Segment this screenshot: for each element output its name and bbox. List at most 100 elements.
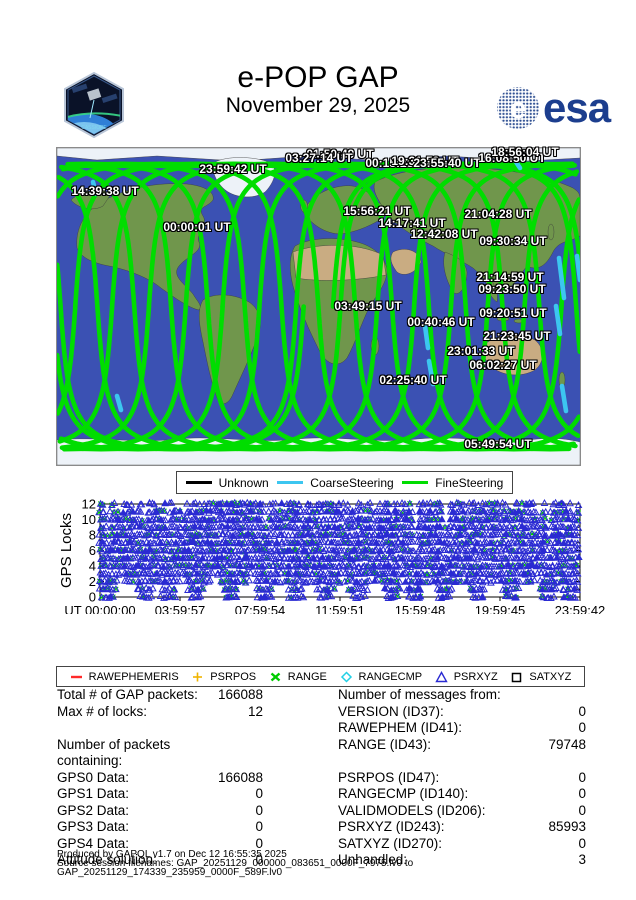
steering-legend-item: Unknown (185, 475, 269, 490)
legend-label: RAWEPHEMERIS (88, 670, 179, 683)
stat-value: Number of messages from: (338, 687, 501, 702)
pass-time-label: 00:00:01 UT (163, 220, 231, 234)
footer-source-line2: GAP_20251129_174339_235959_0000F_589F.lv… (57, 866, 283, 878)
stat-label: 3 (578, 852, 586, 867)
pass-time-label: 06:02:27 UT (469, 358, 537, 372)
plus-marker-icon (193, 672, 203, 681)
svg-text:10: 10 (82, 512, 96, 527)
stat-label: GPS4 Data: (57, 835, 130, 851)
pass-time-label: 21:14:59 UT (476, 270, 544, 284)
pass-time-label: 16:08:50 UT (478, 151, 546, 165)
steering-legend-item: FineSteering (402, 476, 503, 490)
stat-value: PSRXYZ (ID243): (338, 819, 445, 834)
packet-legend-item: SATXYZ (510, 671, 571, 683)
stat-value: Unhandled: (338, 852, 408, 867)
pass-time-label: 00:40:46 UT (407, 315, 475, 329)
packet-legend-item: PSRXYZ (435, 671, 498, 683)
pass-time-label: 09:30:34 UT (479, 234, 547, 248)
stat-label: 85993 (548, 819, 586, 834)
esa-wordmark: esa (543, 84, 611, 131)
packet-legend-item: PSRPOS (191, 671, 256, 683)
pass-time-label: 14:17:41 UT (378, 216, 446, 230)
svg-text:15:59:48: 15:59:48 (395, 603, 446, 614)
stat-label: 0 (578, 802, 586, 818)
stat-label: GPS0 Data: (57, 769, 130, 785)
report-date: November 29, 2025 (225, 94, 411, 117)
pass-time-label: 21:23:45 UT (483, 329, 551, 343)
stat-label (516, 687, 586, 704)
legend-label: RANGE (287, 670, 327, 683)
stat-value: 166088 (217, 769, 263, 785)
stat-label: Total # of GAP packets: (57, 687, 198, 702)
diamond-marker-icon (340, 670, 352, 683)
page-title: e-POP GAP (237, 61, 399, 94)
svg-text:4: 4 (89, 559, 96, 574)
stat-label: GPS3 Data: (57, 819, 130, 834)
square-marker-icon (512, 672, 522, 682)
pass-time-label: 03:27:14 UT (285, 151, 353, 165)
pass-time-label: 02:25:40 UT (379, 373, 447, 387)
stat-label (263, 687, 338, 704)
stat-label (57, 720, 204, 737)
legend-label: PSRXYZ (453, 670, 498, 683)
svg-text:11:59:51: 11:59:51 (315, 603, 365, 614)
stat-value: 166088 (217, 687, 263, 702)
svg-text:8: 8 (89, 528, 96, 543)
stat-label: 0 (578, 703, 586, 719)
pass-time-label: 19:31:53 UT (391, 154, 459, 168)
ground-track-map: 01:50:49 UT 03:27:14 UT 00:15:28 UT 19:31:5… (56, 145, 581, 466)
footer: Produced by GAPQL v1.7 on Dec 12 16:55:3… (57, 850, 597, 878)
steering-legend-item: CoarseSteering (277, 476, 394, 490)
stat-label: 0 (578, 720, 586, 735)
stat-label (263, 720, 338, 737)
world-map-canvas (57, 148, 580, 465)
gps-locks-plot: 0 2 4 6 8 10 12 UT 00:00:00 03:59:57 07:59:54 11:5… (57, 497, 617, 619)
legend-label: Unknown (218, 475, 269, 490)
stat-label (263, 770, 338, 787)
triangle-marker-icon (435, 670, 448, 682)
pass-time-label: 23:01:33 UT (447, 344, 515, 358)
legend-line-swatch-icon (402, 481, 429, 484)
esa-globe-icon: e (497, 87, 539, 129)
pass-time-label: 23:59:42 UT (199, 162, 267, 176)
stat-value: PSRPOS (ID47): (338, 769, 440, 785)
packet-legend-item: RANGECMP (340, 670, 422, 683)
stat-label (263, 737, 338, 770)
legend-label: PSRPOS (210, 670, 257, 683)
packet-legend-item: RANGE (269, 671, 327, 683)
stat-value: RAWEPHEM (ID41): (338, 720, 463, 735)
pass-time-label: 14:39:38 UT (71, 184, 139, 198)
legend-label: FineSteering (435, 475, 504, 490)
x-marker-icon (270, 672, 281, 681)
stat-value: 0 (255, 802, 263, 818)
stat-value: VERSION (ID37): (338, 703, 444, 719)
svg-text:2: 2 (89, 574, 96, 589)
stat-label: Max # of locks: (57, 703, 148, 719)
stats-table: Total # of GAP packets: 166088 Number of m… (57, 687, 586, 869)
svg-text:12: 12 (82, 498, 96, 512)
svg-text:GPS Locks: GPS Locks (58, 513, 75, 588)
stat-label (263, 819, 338, 836)
report-header: e-POP GAP November 29, 2025 (0, 62, 636, 118)
stat-value: RANGECMP (ID140): (338, 786, 469, 801)
legend-line-swatch-icon (277, 481, 304, 484)
stat-label (263, 786, 338, 803)
pass-time-label: 09:20:51 UT (479, 306, 547, 320)
packet-legend-item: RAWEPHEMERIS (70, 671, 179, 683)
packet-type-legend: RAWEPHEMERIS PSRPOS RANGE RANGECMP PSRXYZ SAT… (56, 666, 585, 687)
pass-time-label: 23:55:40 UT (413, 156, 481, 170)
stat-value (204, 720, 263, 737)
pass-time-label: 18:56:04 UT (491, 145, 559, 159)
pass-time-label: 01:50:49 UT (306, 147, 374, 161)
svg-text:07:59:54: 07:59:54 (235, 603, 286, 614)
cassiope-mission-patch: CASSIOPE (64, 72, 124, 138)
stat-label: 0 (578, 786, 586, 801)
stat-label: Attitude solution: (57, 852, 157, 867)
stat-value: 0 (255, 819, 263, 834)
stat-label (263, 704, 338, 721)
stat-label: Number of packets containing: (57, 736, 171, 769)
stat-value: VALIDMODELS (ID206): (338, 802, 486, 818)
svg-text:UT 00:00:00: UT 00:00:00 (64, 603, 135, 614)
patch-label: CASSIOPE (81, 125, 107, 131)
svg-text:e: e (510, 92, 527, 125)
